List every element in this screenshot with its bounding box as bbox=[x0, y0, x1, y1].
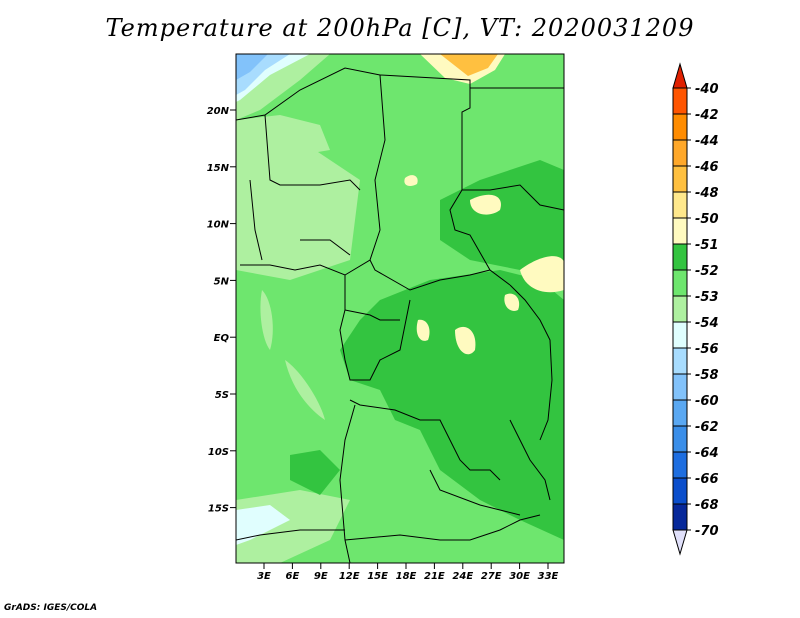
colorbar-label: -48 bbox=[695, 186, 719, 201]
colorbar-box bbox=[672, 503, 688, 531]
colorbar-box bbox=[672, 347, 688, 375]
lon-tick-label: 24E bbox=[452, 571, 473, 582]
colorbar-box bbox=[672, 425, 688, 453]
colorbar-box bbox=[672, 113, 688, 141]
chart-title: Temperature at 200hPa [C], VT: 202003120… bbox=[105, 14, 695, 42]
colorbar-box bbox=[672, 399, 688, 427]
colorbar-label: -44 bbox=[695, 134, 719, 149]
colorbar-box bbox=[672, 451, 688, 479]
lat-tick-label: 10N bbox=[207, 220, 230, 231]
colorbar-label: -53 bbox=[695, 290, 719, 305]
colorbar-label: -66 bbox=[695, 472, 719, 487]
latitude-axis: 20N 15N 10N 5N EQ 5S 10S 15S bbox=[207, 106, 236, 515]
colorbar-label: -64 bbox=[695, 446, 719, 461]
colorbar-box bbox=[672, 87, 688, 115]
colorbar-box bbox=[672, 217, 688, 245]
lat-tick-label: 20N bbox=[207, 106, 230, 117]
colorbar-label: -56 bbox=[695, 342, 719, 357]
colorbar-label: -52 bbox=[695, 264, 719, 279]
lat-tick-label: 15N bbox=[207, 163, 230, 174]
colorbar-label: -58 bbox=[695, 368, 719, 383]
lat-tick-label: 5N bbox=[214, 276, 230, 287]
colorbar-box bbox=[672, 139, 688, 167]
lon-tick-label: 27E bbox=[481, 571, 502, 582]
colorbar-box bbox=[672, 269, 688, 297]
colorbar-box bbox=[672, 321, 688, 349]
colorbar-box bbox=[672, 243, 688, 271]
lat-tick-label: EQ bbox=[214, 333, 230, 344]
colorbar-label: -68 bbox=[695, 498, 719, 513]
lon-tick-label: 30E bbox=[509, 571, 530, 582]
lon-tick-label: 12E bbox=[339, 571, 360, 582]
lat-tick-label: 5S bbox=[215, 390, 229, 401]
lon-tick-label: 6E bbox=[286, 571, 300, 582]
country-borders bbox=[236, 67, 564, 563]
colorbar-box bbox=[672, 191, 688, 219]
colorbar-label: -62 bbox=[695, 420, 719, 435]
colorbar-label: -46 bbox=[695, 160, 719, 175]
colorbar-label: -40 bbox=[695, 82, 719, 97]
lon-tick-label: 9E bbox=[314, 571, 328, 582]
lon-tick-label: 15E bbox=[367, 571, 388, 582]
colorbar-label: -60 bbox=[695, 394, 719, 409]
lon-tick-label: 18E bbox=[396, 571, 417, 582]
colorbar-box bbox=[672, 165, 688, 193]
colorbar-label: -51 bbox=[695, 238, 719, 253]
map-field bbox=[236, 54, 564, 563]
grads-credit: GrADS: IGES/COLA bbox=[4, 603, 98, 613]
colorbar: -40 -42 -44 -46 -48 -50 -51 -52 -53 -54 -56 -58 -60 -… bbox=[672, 62, 719, 556]
colorbar-label: -42 bbox=[695, 108, 719, 123]
colorbar-box bbox=[672, 295, 688, 323]
longitude-axis: 3E 6E 9E 12E 15E 18E 21E 24E 27E 30E 33E bbox=[257, 563, 559, 582]
colorbar-label: -50 bbox=[695, 212, 719, 227]
colorbar-top-arrow bbox=[672, 62, 688, 89]
lon-tick-label: 33E bbox=[538, 571, 559, 582]
map-frame bbox=[235, 53, 565, 564]
lon-tick-label: 21E bbox=[424, 571, 445, 582]
colorbar-label: -54 bbox=[695, 316, 719, 331]
colorbar-label: -70 bbox=[695, 524, 719, 539]
lat-tick-label: 10S bbox=[208, 447, 229, 458]
colorbar-box bbox=[672, 477, 688, 505]
colorbar-box bbox=[672, 373, 688, 401]
lon-tick-label: 3E bbox=[257, 571, 271, 582]
lat-tick-label: 15S bbox=[208, 504, 229, 515]
colorbar-bottom-arrow bbox=[672, 529, 688, 556]
